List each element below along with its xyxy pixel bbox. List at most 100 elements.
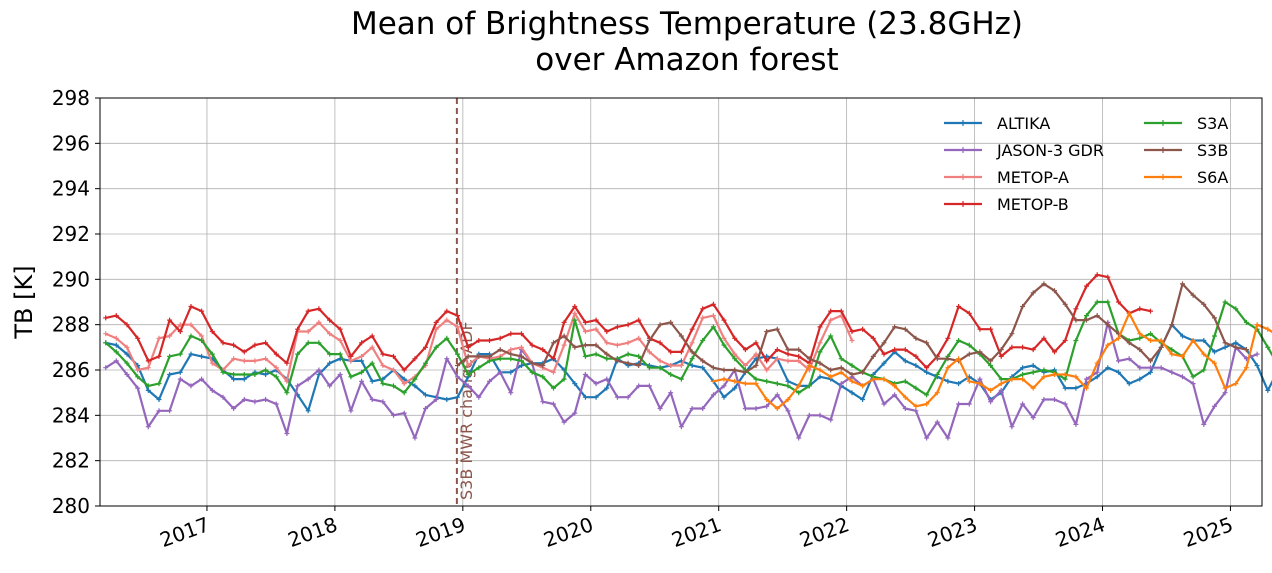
legend-label: METOP-B	[997, 195, 1069, 214]
data-point	[1212, 333, 1217, 339]
data-point	[1180, 353, 1185, 359]
data-point	[316, 340, 322, 346]
data-point	[135, 367, 141, 373]
data-point	[380, 363, 386, 368]
data-point	[604, 385, 610, 391]
data-point	[902, 358, 908, 364]
data-point	[710, 324, 716, 330]
data-point	[508, 369, 514, 375]
data-point	[295, 351, 301, 357]
data-point	[732, 356, 738, 362]
data-point	[753, 381, 759, 387]
data-point	[1030, 415, 1036, 421]
data-point	[1041, 374, 1047, 380]
data-point	[273, 351, 279, 357]
data-point	[124, 344, 130, 350]
data-point	[209, 351, 215, 357]
data-point	[455, 394, 460, 400]
data-point	[1062, 376, 1068, 382]
data-point	[1158, 338, 1164, 343]
data-point	[476, 365, 482, 371]
data-point	[1041, 367, 1047, 373]
data-point	[838, 365, 844, 371]
y-tick-label: 282	[52, 449, 90, 473]
data-point	[1137, 365, 1143, 371]
series-layer	[103, 272, 1272, 441]
legend-marker	[960, 201, 966, 207]
data-point	[508, 331, 514, 337]
y-tick-label: 288	[52, 313, 90, 337]
data-point	[657, 340, 663, 346]
data-point	[476, 338, 482, 343]
data-point	[678, 376, 684, 382]
data-point	[668, 390, 674, 396]
data-point	[998, 376, 1004, 382]
data-point	[732, 378, 738, 384]
data-point	[465, 363, 471, 368]
data-point	[689, 356, 695, 362]
data-point	[348, 358, 354, 364]
data-point	[604, 356, 610, 362]
data-point	[966, 310, 972, 316]
data-point	[337, 372, 343, 377]
chart-title-line-2: over Amazon forest	[535, 42, 838, 78]
data-point	[508, 347, 514, 353]
chart-title-line-1: Mean of Brightness Temperature (23.8GHz)	[351, 6, 1023, 42]
data-point	[188, 333, 194, 339]
data-point	[988, 363, 994, 368]
data-point	[465, 344, 471, 350]
data-point	[689, 326, 695, 332]
data-point	[572, 381, 578, 387]
data-point	[1094, 360, 1100, 366]
y-tick-label: 294	[52, 177, 90, 201]
data-point	[945, 378, 951, 384]
x-tick-label: 2018	[285, 512, 341, 552]
data-point	[167, 353, 173, 359]
data-point	[1190, 292, 1196, 298]
data-point	[881, 340, 887, 346]
data-point	[796, 358, 802, 364]
data-point	[369, 360, 375, 366]
data-point	[806, 356, 812, 362]
data-point	[838, 308, 844, 314]
data-point	[817, 374, 823, 380]
data-point	[785, 378, 791, 384]
data-point	[753, 351, 759, 357]
data-point	[828, 317, 834, 323]
data-point	[177, 369, 183, 375]
data-point	[1062, 301, 1068, 307]
data-point	[455, 363, 460, 368]
data-point	[625, 340, 631, 346]
data-point	[167, 372, 173, 377]
data-point	[412, 356, 418, 362]
data-point	[519, 363, 524, 368]
data-point	[199, 338, 205, 343]
legend-label: S6A	[1197, 168, 1228, 187]
data-point	[1180, 281, 1185, 287]
data-point	[177, 322, 183, 328]
legend-label: METOP-A	[997, 168, 1069, 187]
data-point	[369, 344, 375, 350]
data-point	[774, 347, 780, 353]
data-point	[327, 317, 333, 323]
event-marker-label: S3B MWR change ADF	[457, 321, 476, 500]
data-point	[881, 401, 887, 407]
data-point	[391, 383, 396, 389]
data-point	[636, 317, 642, 323]
data-point	[1041, 397, 1047, 402]
data-point	[497, 369, 503, 375]
data-point	[582, 353, 588, 359]
data-point	[1084, 313, 1089, 319]
data-point	[455, 351, 460, 357]
data-point	[1052, 372, 1057, 377]
legend-label: S3B	[1197, 141, 1228, 160]
data-point	[668, 372, 674, 377]
data-point	[1265, 326, 1271, 332]
data-point	[582, 394, 588, 400]
data-point	[1158, 344, 1164, 350]
data-point	[177, 351, 183, 357]
data-point	[1052, 397, 1057, 402]
data-point	[678, 333, 684, 339]
data-point	[1084, 317, 1089, 323]
data-point	[657, 365, 663, 371]
